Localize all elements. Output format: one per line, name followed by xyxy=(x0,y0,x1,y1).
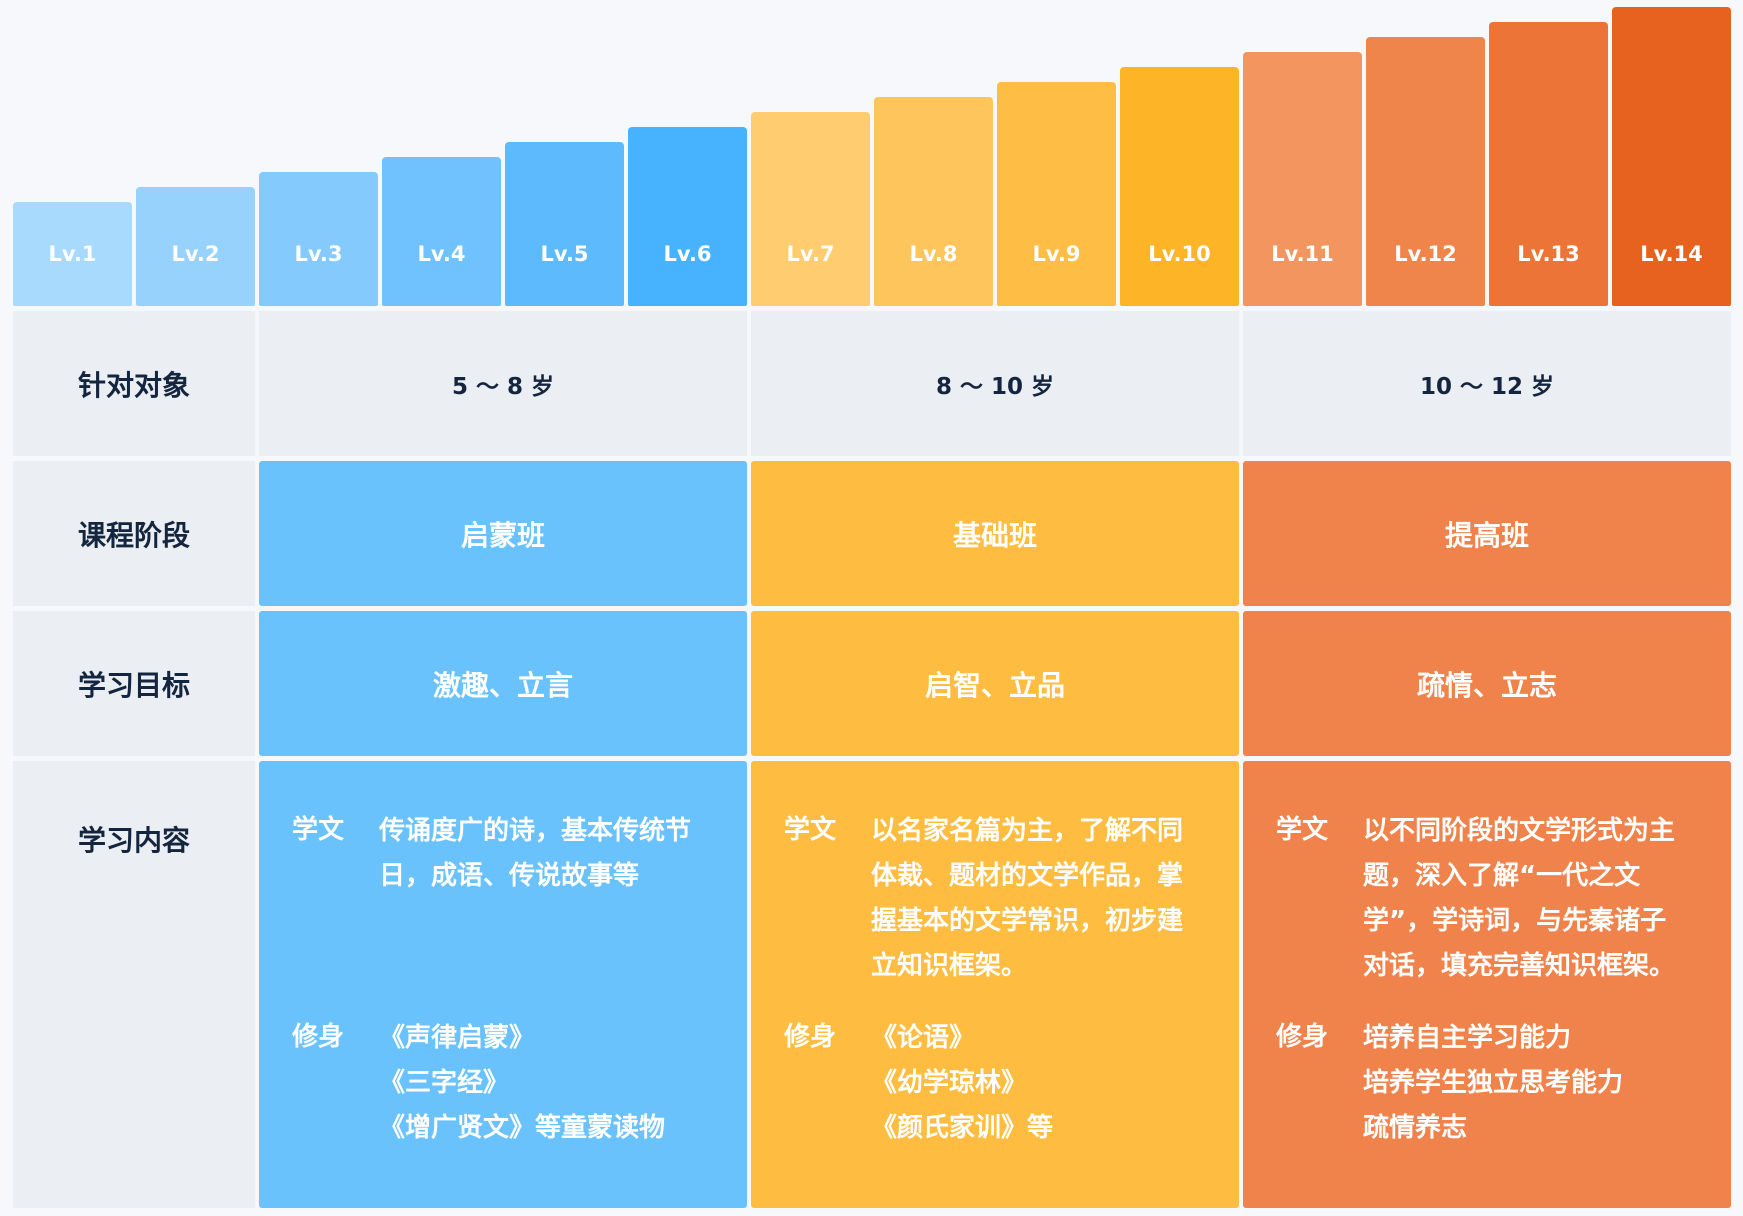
level-bar-9: Lv.9 xyxy=(997,82,1116,306)
cultivate-line: 《增广贤文》等童蒙读物 xyxy=(379,1113,666,1143)
stage-beginner: 启蒙班 xyxy=(259,461,747,606)
cultivate-tag: 修身 xyxy=(784,1022,837,1052)
cultivate-line: 《颜氏家训》等 xyxy=(871,1113,1054,1143)
age-range-basic: 8 ～ 10 岁 xyxy=(751,311,1239,456)
cultivate-line: 《幼学琼林》 xyxy=(871,1068,1028,1098)
cultivate-line: 《论语》 xyxy=(871,1023,976,1053)
study-line: 学”，学诗词，与先秦诸子 xyxy=(1363,906,1667,936)
level-bar-14: Lv.14 xyxy=(1612,7,1731,306)
level-bar-11: Lv.11 xyxy=(1243,52,1362,306)
level-bar-2: Lv.2 xyxy=(136,187,255,306)
content-basic: 学文 以名家名篇为主，了解不同 体裁、题材的文学作品，掌 握基本的文学常识，初步建立… xyxy=(751,761,1239,1208)
level-bar-5: Lv.5 xyxy=(505,142,624,306)
cultivate-tag: 修身 xyxy=(292,1022,345,1052)
row-label-content: 学习内容 xyxy=(13,761,255,1208)
cultivate-text: 《声律启蒙》 《三字经》《增广贤文》等童蒙读物 xyxy=(379,1016,713,1151)
cultivate-line: 培养学生独立思考能力 xyxy=(1363,1068,1624,1098)
study-tag: 学文 xyxy=(292,815,345,845)
cultivate-tag: 修身 xyxy=(1276,1022,1329,1052)
level-bar-13: Lv.13 xyxy=(1489,22,1608,306)
study-text: 以不同阶段的文学形式为主 题，深入了解“一代之文 学”，学诗词，与先秦诸子 对话，填充… xyxy=(1363,809,1697,989)
study-line: 日，成语、传说故事等 xyxy=(379,861,640,891)
row-label-stage: 课程阶段 xyxy=(13,461,255,606)
level-bar-12: Lv.12 xyxy=(1366,37,1485,306)
level-bar-1: Lv.1 xyxy=(13,202,132,306)
study-line: 以不同阶段的文学形式为主 xyxy=(1363,816,1676,846)
study-text: 传诵度广的诗，基本传统节 日，成语、传说故事等 xyxy=(379,809,713,899)
study-tag: 学文 xyxy=(784,815,837,845)
study-line: 题，深入了解“一代之文 xyxy=(1363,861,1641,891)
content-advanced: 学文 以不同阶段的文学形式为主 题，深入了解“一代之文 学”，学诗词，与先秦诸子 对话… xyxy=(1243,761,1731,1208)
study-line: 体裁、题材的文学作品，掌 xyxy=(871,861,1184,891)
level-bar-7: Lv.7 xyxy=(751,112,870,306)
study-line: 对话，填充完善知识框架。 xyxy=(1363,951,1676,981)
cultivate-line: 疏情养志 xyxy=(1363,1113,1468,1143)
content-beginner: 学文 传诵度广的诗，基本传统节 日，成语、传说故事等 修身 《声律启蒙》 《三字经》… xyxy=(259,761,747,1208)
row-label-audience: 针对对象 xyxy=(13,311,255,456)
goal-basic: 启智、立品 xyxy=(751,611,1239,756)
study-tag: 学文 xyxy=(1276,815,1329,845)
level-bar-8: Lv.8 xyxy=(874,97,993,306)
study-line: 握基本的文学常识，初步建 xyxy=(871,906,1184,936)
study-line: 以名家名篇为主，了解不同 xyxy=(871,816,1184,846)
stage-advanced: 提高班 xyxy=(1243,461,1731,606)
level-bar-10: Lv.10 xyxy=(1120,67,1239,306)
goal-advanced: 疏情、立志 xyxy=(1243,611,1731,756)
level-bar-4: Lv.4 xyxy=(382,157,501,306)
stage-basic: 基础班 xyxy=(751,461,1239,606)
age-range-advanced: 10 ～ 12 岁 xyxy=(1243,311,1731,456)
cultivate-line: 《声律启蒙》 xyxy=(379,1023,536,1053)
age-range-beginner: 5 ～ 8 岁 xyxy=(259,311,747,456)
level-bar-6: Lv.6 xyxy=(628,127,747,306)
study-text: 以名家名篇为主，了解不同 体裁、题材的文学作品，掌 握基本的文学常识，初步建 立知识框… xyxy=(871,809,1205,989)
cultivate-line: 培养自主学习能力 xyxy=(1363,1023,1572,1053)
cultivate-line: 《三字经》 xyxy=(379,1068,510,1098)
study-line: 立知识框架。 xyxy=(871,951,1028,981)
goal-beginner: 激趣、立言 xyxy=(259,611,747,756)
cultivate-text: 培养自主学习能力培养学生独立思考能力 疏情养志 xyxy=(1363,1016,1697,1151)
row-label-goal: 学习目标 xyxy=(13,611,255,756)
level-bar-3: Lv.3 xyxy=(259,172,378,306)
cultivate-text: 《论语》《幼学琼林》 《颜氏家训》等 xyxy=(871,1016,1205,1151)
study-line: 传诵度广的诗，基本传统节 xyxy=(379,816,692,846)
